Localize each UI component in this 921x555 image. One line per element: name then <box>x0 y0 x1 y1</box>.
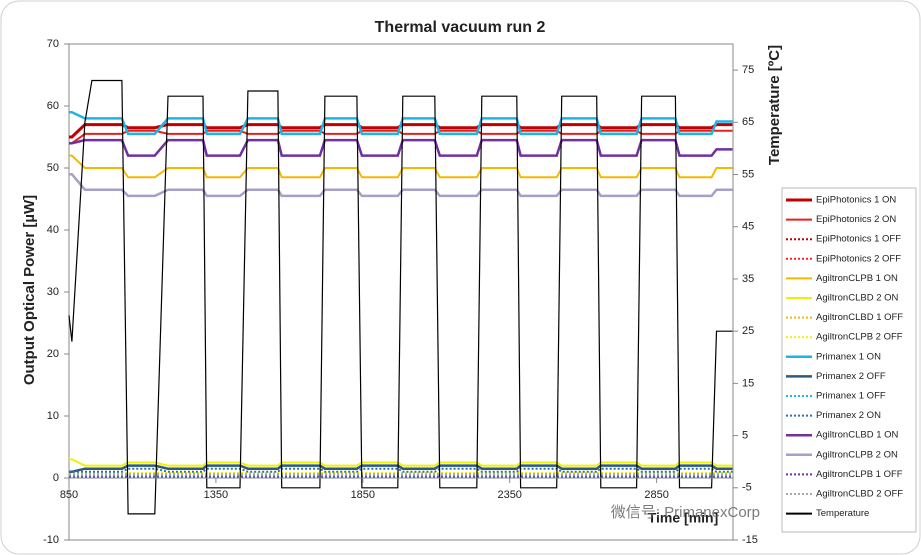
x-tick-label: 2350 <box>497 489 521 501</box>
legend-label: Primanex 2 OFF <box>816 371 886 382</box>
legend-label: AgiltronCLBD 2 ON <box>816 293 899 304</box>
legend-label: AgiltronCLPB 1 OFF <box>816 469 903 480</box>
legend-label: AgiltronCLBD 1 ON <box>816 430 899 441</box>
x-tick-label: 1850 <box>351 489 375 501</box>
y2-tick-label: -15 <box>742 534 758 546</box>
y2-tick-label: 35 <box>742 273 754 285</box>
y-tick-label: 20 <box>47 348 59 360</box>
series-line <box>69 138 733 157</box>
legend-label: AgiltronCLPB 2 OFF <box>816 332 903 343</box>
series-line <box>69 110 733 136</box>
legend-label: EpiPhotonics 2 OFF <box>816 253 901 264</box>
watermark: 微信号: PrimanexCorp <box>611 504 760 521</box>
y-axis-label: Output Optical Power [µW] <box>21 195 38 385</box>
series-line <box>69 123 733 139</box>
legend-label: Temperature <box>816 508 869 519</box>
chart-title: Thermal vacuum run 2 <box>375 19 546 36</box>
x-tick-label: 1350 <box>204 489 228 501</box>
y2-tick-label: 15 <box>742 377 754 389</box>
legend-label: EpiPhotonics 1 ON <box>816 195 896 206</box>
x-tick-label: 850 <box>60 489 78 501</box>
y2-tick-label: 65 <box>742 116 754 128</box>
y-tick-label: 70 <box>47 38 59 50</box>
legend-label: AgiltronCLPB 2 ON <box>816 449 898 460</box>
x-tick-label: 2850 <box>644 489 668 501</box>
y-tick-label: 60 <box>47 100 59 112</box>
legend-label: AgiltronCLBD 2 OFF <box>816 489 903 500</box>
legend-label: Primanex 2 ON <box>816 410 881 421</box>
x-axis-label: Time [min] <box>648 510 719 526</box>
legend <box>781 187 917 533</box>
legend-label: EpiPhotonics 2 ON <box>816 214 896 225</box>
y2-tick-label: 5 <box>742 429 748 441</box>
y-tick-label: -10 <box>43 534 59 546</box>
legend-label: EpiPhotonics 1 OFF <box>816 234 901 245</box>
y2-tick-label: 25 <box>742 325 754 337</box>
y-tick-label: 50 <box>47 162 59 174</box>
legend-label: Primanex 1 OFF <box>816 391 886 402</box>
y2-tick-label: 75 <box>742 64 754 76</box>
y2-tick-label: 55 <box>742 168 754 180</box>
legend-label: AgiltronCLBD 1 OFF <box>816 312 903 323</box>
y-tick-label: 10 <box>47 410 59 422</box>
y-tick-label: 0 <box>53 472 59 484</box>
series-line <box>69 154 733 179</box>
series-group <box>68 79 733 515</box>
y-tick-label: 40 <box>47 224 59 236</box>
y-tick-label: 30 <box>47 286 59 298</box>
y2-tick-label: 45 <box>742 221 754 233</box>
legend-label: AgiltronCLPB 1 ON <box>816 273 898 284</box>
series-line <box>69 172 733 198</box>
legend-label: Primanex 1 ON <box>816 351 881 362</box>
y2-axis-label: Temperature [ºC] <box>766 45 783 165</box>
series-line <box>68 79 733 515</box>
y2-tick-label: -5 <box>742 482 752 494</box>
